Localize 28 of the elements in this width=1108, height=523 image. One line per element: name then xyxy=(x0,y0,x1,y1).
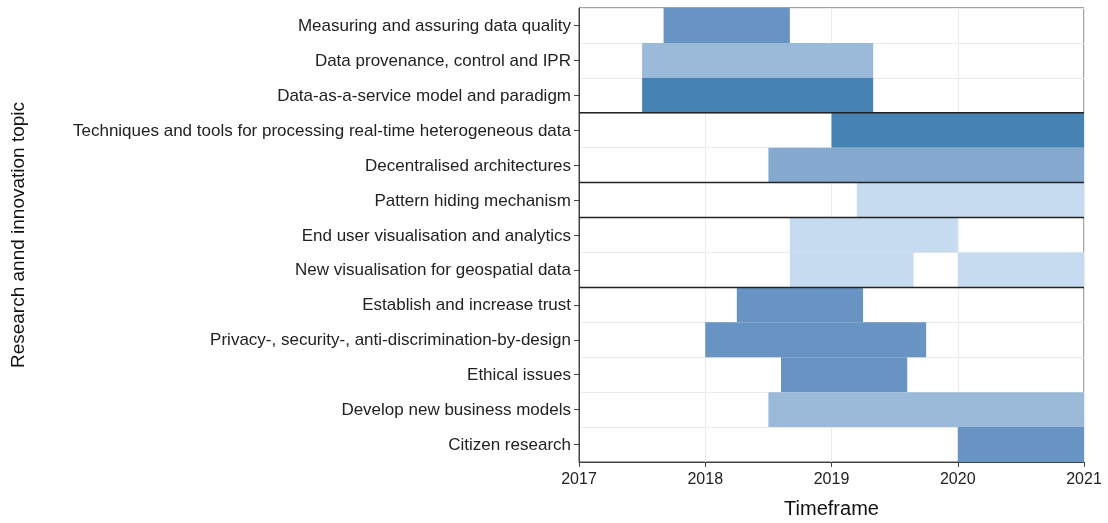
bar xyxy=(831,112,1084,148)
y-tick-label: Establish and increase trust xyxy=(362,295,572,315)
bar xyxy=(957,427,1084,462)
y-tick-label: Data provenance, control and IPR xyxy=(314,50,571,70)
y-tick-label: Techniques and tools for processing real-time heterogeneous data xyxy=(72,120,572,140)
x-tick-label: 2018 xyxy=(687,469,724,487)
y-tick-label: Data-as-a-service model and paradigm xyxy=(277,85,571,105)
y-tick-label: Measuring and assuring data quality xyxy=(297,15,572,35)
x-tick-label: 2017 xyxy=(561,469,597,487)
bar xyxy=(642,42,874,78)
x-tick-label: 2021 xyxy=(1066,469,1102,487)
y-tick-label: Privacy-, security-, anti-discrimination-by-design xyxy=(210,330,571,350)
y-tick-label: Ethical issues xyxy=(467,365,571,385)
y-tick-label: End user visualisation and analytics xyxy=(301,225,571,245)
bar xyxy=(768,147,1084,183)
y-tick-label: Pattern hiding mechanism xyxy=(374,190,571,210)
x-axis-title: Timeframe xyxy=(784,497,879,519)
bar xyxy=(957,252,1084,288)
bar xyxy=(768,392,1084,428)
x-tick-label: 2019 xyxy=(813,469,850,487)
x-tick-label: 2020 xyxy=(939,469,976,487)
y-tick-label: New visualisation for geospatial data xyxy=(295,260,572,280)
bar xyxy=(642,77,874,113)
y-tick-label: Citizen research xyxy=(448,435,571,455)
y-tick-label: Decentralised architectures xyxy=(365,155,571,175)
y-tick-label: Develop new business models xyxy=(341,400,571,420)
y-axis-title: Research annd innovation topic xyxy=(7,101,28,369)
bar xyxy=(663,8,790,43)
